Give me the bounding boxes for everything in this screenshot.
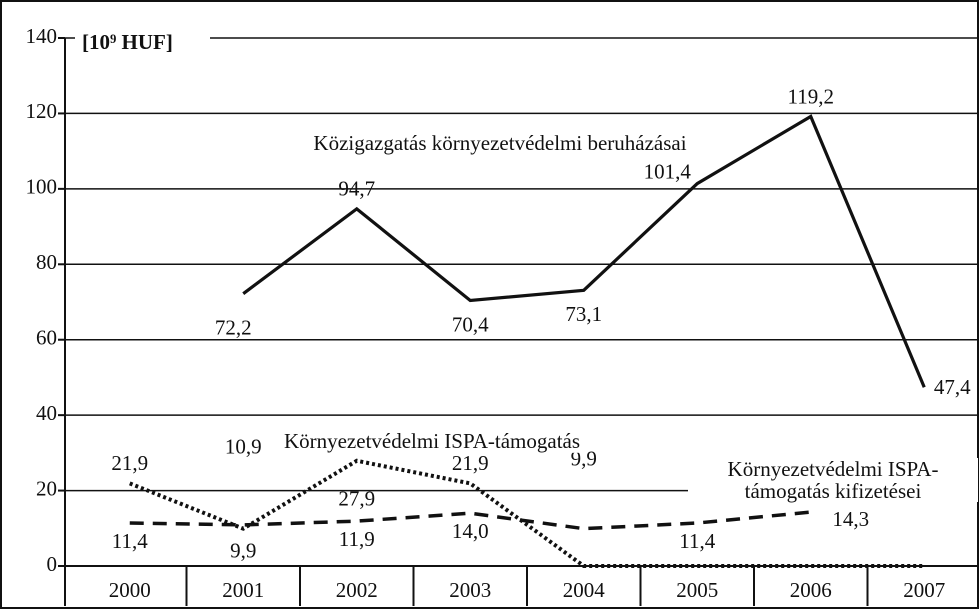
data-label: 72,2 xyxy=(215,316,252,340)
series-line xyxy=(242,114,926,388)
data-label: 14,0 xyxy=(452,519,489,543)
y-tick-label: 120 xyxy=(26,99,58,123)
data-label: 94,7 xyxy=(338,177,375,201)
data-label: 119,2 xyxy=(788,84,834,108)
data-label: 9,9 xyxy=(230,538,256,562)
x-tick-label: 2005 xyxy=(676,578,718,602)
data-label: 21,9 xyxy=(452,451,489,475)
y-axis-label: [10⁹ HUF] xyxy=(82,30,173,54)
x-tick-label: 2001 xyxy=(222,578,264,602)
x-tick-label: 2000 xyxy=(109,578,151,602)
y-tick-label: 40 xyxy=(36,401,57,425)
y-tick-label: 80 xyxy=(36,250,57,274)
label-bg xyxy=(75,28,210,58)
x-tick-label: 2003 xyxy=(449,578,491,602)
data-label: 27,9 xyxy=(338,487,375,511)
y-tick-label: 100 xyxy=(26,175,58,199)
data-label: 101,4 xyxy=(644,159,692,183)
y-tick-label: 140 xyxy=(26,24,58,48)
series-label: Közigazgatás környezetvédelmi beruházása… xyxy=(313,131,686,155)
y-tick-label: 20 xyxy=(36,476,57,500)
data-label: 11,4 xyxy=(679,529,715,553)
y-tick-label: 0 xyxy=(47,552,58,576)
series-line xyxy=(129,458,925,568)
label-bg xyxy=(309,130,691,155)
data-label: 70,4 xyxy=(452,312,489,336)
y-tick-label: 60 xyxy=(36,326,57,350)
data-label: 14,3 xyxy=(832,507,869,531)
label-bg xyxy=(279,428,585,453)
x-tick-label: 2007 xyxy=(903,578,945,602)
data-label: 11,4 xyxy=(112,529,148,553)
x-tick-label: 2002 xyxy=(336,578,378,602)
data-label: 73,1 xyxy=(565,302,602,326)
x-tick-label: 2006 xyxy=(790,578,832,602)
data-label: 21,9 xyxy=(111,451,148,475)
series-label: Környezetvédelmi ISPA-támogatás xyxy=(284,429,580,453)
data-label: 10,9 xyxy=(225,435,262,459)
x-tick-label: 2004 xyxy=(563,578,606,602)
data-label: 47,4 xyxy=(934,375,971,399)
series-label: Környezetvédelmi ISPA-támogatás kifizeté… xyxy=(688,458,978,502)
data-label: 11,9 xyxy=(339,527,375,551)
